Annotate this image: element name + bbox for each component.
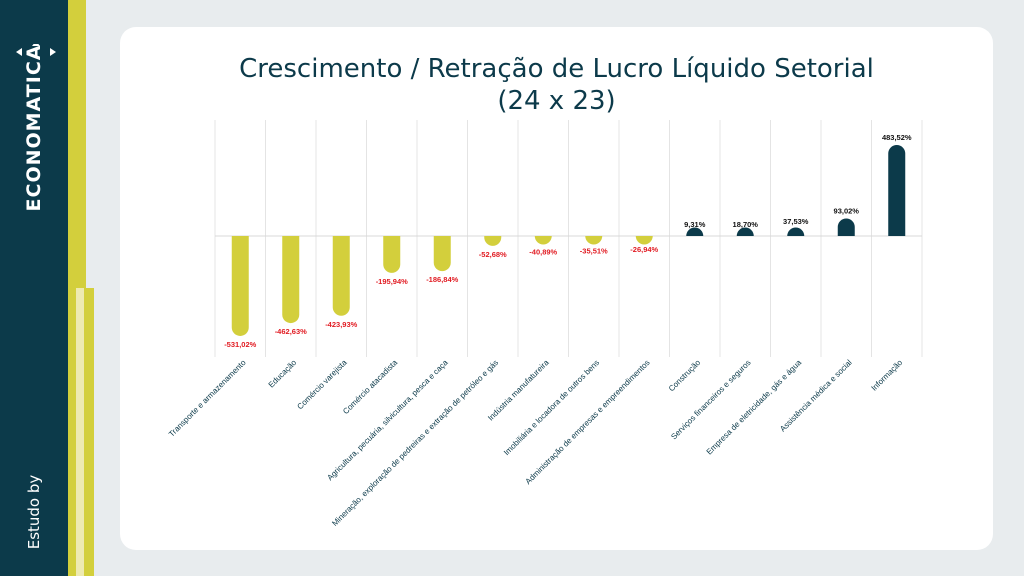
bar [383, 236, 401, 273]
data-label: -423,93% [325, 320, 357, 329]
bar-chart: -531,02% Transporte e armazenamento -462,6… [167, 120, 923, 528]
tick-label: Comércio atacadista [341, 358, 399, 416]
bar [534, 236, 552, 245]
data-label: -462,63% [275, 327, 307, 336]
accent-stripe-dark [84, 288, 94, 576]
data-label: -35,51% [580, 247, 608, 256]
brand-arrows-icon [16, 44, 56, 56]
data-label: -26,94% [630, 245, 658, 254]
data-label: -186,84% [426, 275, 458, 284]
tick-label: Construção [667, 358, 703, 394]
tick-label: Empresa de eletricidade, gás e água [705, 358, 804, 457]
bar [585, 236, 603, 245]
chart-title: Crescimento / Retração de Lucro Líquido … [239, 54, 874, 84]
bar [231, 236, 249, 336]
chart-subtitle: (24 x 23) [497, 86, 616, 116]
study-by-label: Estudo by [25, 474, 43, 550]
tick-label: Serviços financeiros e seguros [669, 358, 752, 441]
bar [282, 236, 300, 324]
bar [686, 227, 704, 236]
bar [635, 236, 653, 245]
data-label: -40,89% [529, 248, 557, 257]
tick-label: Comércio varejista [295, 358, 349, 412]
brand-sidebar [0, 0, 68, 576]
tick-label: Educação [267, 358, 299, 390]
data-label: -52,68% [479, 250, 507, 259]
bar [888, 145, 906, 236]
data-label: 18,70% [733, 220, 759, 229]
brand-logo: ECONOMATICA [23, 44, 45, 212]
bar [484, 236, 502, 246]
tick-label: Imobiliária e locadora de outros bens [502, 358, 601, 457]
data-label: 37,53% [783, 217, 809, 226]
data-label: 483,52% [882, 133, 912, 142]
tick-label: Transporte e armazenamento [167, 358, 248, 439]
tick-label: Informação [869, 358, 904, 393]
data-label: 9,31% [684, 220, 706, 229]
bar [837, 218, 855, 236]
bar [433, 236, 451, 272]
data-label: 93,02% [834, 206, 860, 215]
bar [332, 236, 350, 316]
data-label: -195,94% [376, 277, 408, 286]
bar [787, 227, 805, 236]
bar [736, 227, 754, 236]
tick-label: Mineração, exploração de pedreiras e ext… [330, 358, 500, 528]
accent-stripe-light [76, 288, 84, 576]
data-label: -531,02% [224, 340, 256, 349]
chart-card: Crescimento / Retração de Lucro Líquido … [120, 27, 993, 550]
